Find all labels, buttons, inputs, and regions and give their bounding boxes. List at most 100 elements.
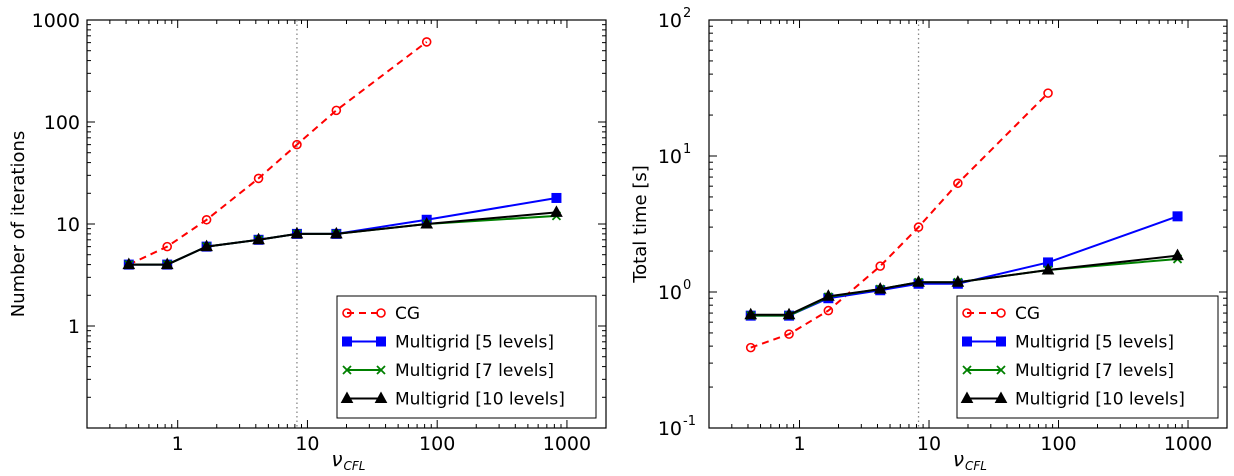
legend-entry: Multigrid [5 levels] (342, 333, 554, 353)
data-point (745, 342, 756, 353)
data-point (160, 257, 174, 270)
data-point (744, 307, 758, 320)
data-point (550, 205, 563, 217)
legend-marker (994, 391, 1008, 403)
data-point (201, 214, 212, 225)
legend-marker (376, 365, 386, 375)
y-tick-base: 10 (658, 282, 682, 304)
legend-marker (342, 308, 352, 318)
x-axis-title-subscript: CFL (965, 459, 987, 473)
data-point (200, 239, 213, 252)
y-tick-exponent: 2 (683, 6, 691, 21)
y-tick-base: 10 (658, 10, 682, 32)
legend-marker (374, 391, 388, 403)
y-tick-label: 10 2 (658, 6, 691, 32)
legend-marker (960, 391, 974, 403)
legend-marker (962, 336, 972, 347)
series-line (128, 211, 557, 266)
series-multigrid-10-levels (744, 248, 1184, 320)
x-axis-title: ν (331, 447, 342, 471)
legend-marker (996, 308, 1006, 318)
legend: CG Multigrid [5 levels] Multigrid [7 level… (336, 295, 597, 419)
legend-label: Multigrid [7 levels] (1015, 361, 1174, 381)
x-tick-label: 10 (295, 433, 319, 455)
y-tick-label: 100 (44, 112, 80, 134)
legend-entry: CG (342, 304, 420, 324)
data-point (1041, 263, 1055, 275)
y-axis-title: Number of iterations (8, 131, 29, 318)
legend-entry: Multigrid [7 levels] (342, 361, 554, 381)
x-tick-label: 1000 (543, 433, 591, 455)
legend-marker (342, 365, 352, 375)
x-tick-label: 1 (172, 433, 184, 455)
data-point (873, 282, 887, 294)
data-point (822, 289, 835, 301)
legend-label: Multigrid [7 levels] (395, 361, 554, 381)
data-point (421, 37, 432, 47)
legend-entry: Multigrid [10 levels] (960, 390, 1185, 410)
data-point (784, 329, 794, 339)
data-point (122, 257, 136, 270)
data-point (329, 226, 343, 239)
y-tick-label: 10 -1 (658, 414, 696, 440)
data-point (252, 232, 265, 245)
data-point (1171, 248, 1184, 261)
x-tick-label: 10 (917, 433, 941, 455)
x-tick-label: 100 (419, 433, 455, 455)
y-tick-label: 1 (68, 316, 80, 338)
y-tick-exponent: -1 (683, 414, 696, 429)
data-point (951, 275, 965, 287)
x-axis-title-subscript: CFL (344, 459, 366, 473)
legend-label: CG (1015, 304, 1040, 324)
data-point (953, 178, 963, 189)
data-point (290, 226, 304, 239)
legend-entry: Multigrid [5 levels] (962, 333, 1174, 353)
legend-entry: Multigrid [10 levels] (340, 390, 565, 410)
y-axis-title: Total time [s] (630, 165, 651, 284)
legend-marker (342, 336, 352, 347)
legend-marker (376, 308, 386, 318)
y-tick-label: 10 1 (658, 142, 691, 168)
series-line (750, 254, 1178, 316)
legend-marker (996, 336, 1006, 347)
series-multigrid-10-levels (122, 205, 563, 270)
y-tick-label: 10 (56, 214, 80, 236)
legend-label: Multigrid [10 levels] (395, 390, 565, 410)
y-tick-exponent: 0 (683, 278, 691, 293)
data-point (292, 139, 302, 150)
data-point (1172, 211, 1183, 222)
y-tick-exponent: 1 (683, 142, 691, 157)
x-tick-label: 1 (793, 433, 805, 455)
data-point (162, 241, 172, 252)
data-point (782, 307, 796, 320)
legend-entry: Multigrid [7 levels] (962, 361, 1174, 381)
legend-marker (376, 336, 386, 347)
y-tick-base: 10 (658, 146, 682, 168)
series-line (750, 92, 1049, 349)
legend-marker (340, 391, 354, 403)
data-point (253, 173, 264, 184)
data-point (420, 216, 434, 229)
data-point (331, 105, 342, 116)
x-tick-label: 1000 (1164, 433, 1212, 455)
data-point (823, 305, 834, 316)
data-point (913, 222, 924, 232)
series-line (128, 41, 428, 266)
y-tick-label: 1000 (32, 10, 80, 32)
iterations-chart: 1 10 100 1000 1 10 100 1000 ν CFL Number of iterat… (8, 10, 607, 473)
data-point (1043, 88, 1053, 98)
legend: CG Multigrid [5 levels] Multigrid [7 level… (956, 295, 1219, 419)
legend-marker (996, 365, 1006, 375)
legend-label: CG (395, 304, 420, 324)
y-tick-base: 10 (658, 418, 682, 440)
legend-entry: CG (962, 304, 1040, 324)
legend-marker (962, 365, 972, 375)
x-tick-label: 100 (1040, 433, 1076, 455)
legend-marker (962, 308, 972, 318)
legend-label: Multigrid [5 levels] (1015, 333, 1174, 353)
legend-label: Multigrid [10 levels] (1015, 390, 1185, 410)
data-point (551, 192, 562, 203)
series-cg (745, 88, 1053, 353)
